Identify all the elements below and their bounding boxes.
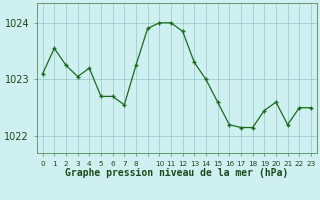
X-axis label: Graphe pression niveau de la mer (hPa): Graphe pression niveau de la mer (hPa) [65, 168, 288, 178]
